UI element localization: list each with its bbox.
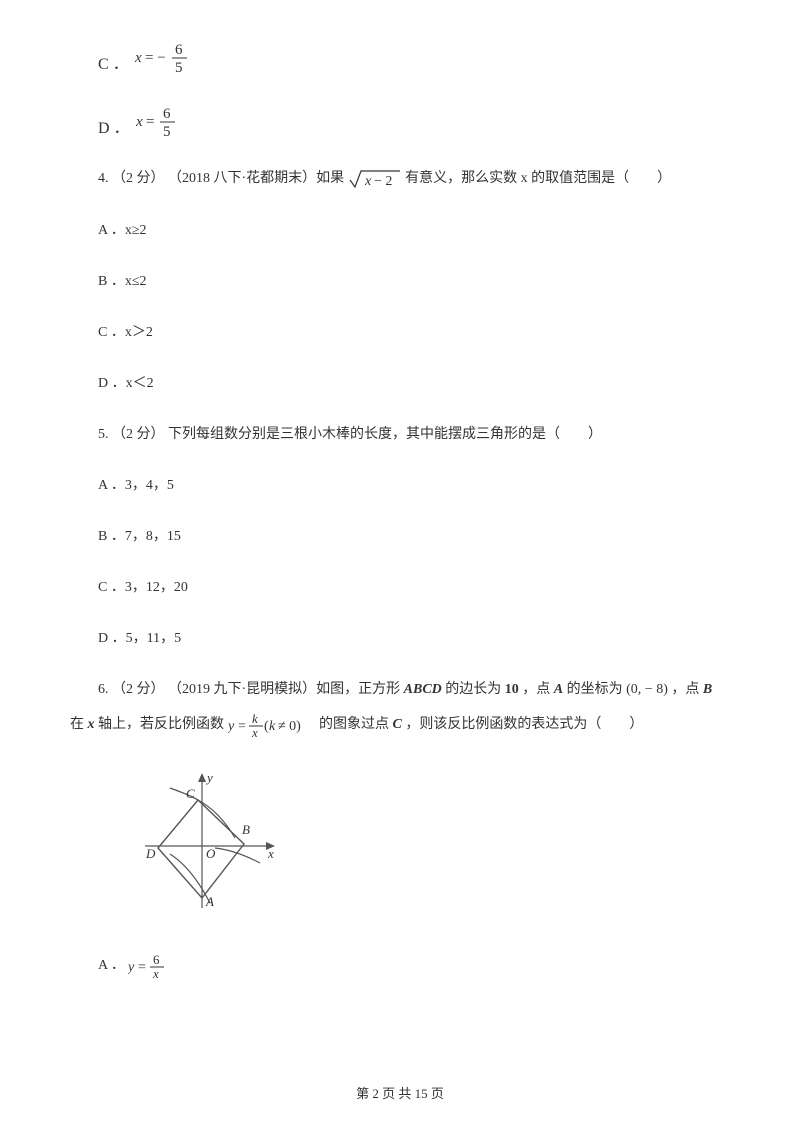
y-eq-6-over-x: y = 6 x bbox=[128, 953, 168, 979]
page-footer: 第 2 页 共 15 页 bbox=[0, 1083, 800, 1102]
axis-x-label: x bbox=[267, 846, 274, 861]
svg-text:5: 5 bbox=[175, 60, 183, 74]
svg-text:x: x bbox=[251, 725, 258, 738]
fraction-neg-6-5: x = − 6 5 bbox=[135, 40, 191, 74]
q6-l1d: 的坐标为 bbox=[563, 682, 626, 697]
q6-l2a: 在 bbox=[70, 717, 88, 732]
q5-stem: 5. （2 分） 下列每组数分别是三根小木棒的长度，其中能摆成三角形的是（ ） bbox=[70, 424, 730, 445]
svg-text:=: = bbox=[238, 719, 246, 734]
svg-text:k: k bbox=[252, 712, 258, 726]
q6-l1c: ，点 bbox=[519, 682, 554, 697]
q6-l1b: 的边长为 bbox=[442, 682, 505, 697]
svg-text:= −: = − bbox=[145, 50, 166, 66]
q6-l2c: 的图象过点 bbox=[319, 717, 393, 732]
svg-text:≠ 0): ≠ 0) bbox=[278, 719, 301, 734]
q4-prefix: 4. （2 分） （2018 八下·花都期末）如果 bbox=[98, 171, 348, 186]
svg-text:y: y bbox=[128, 960, 135, 975]
vertex-b-label: B bbox=[242, 822, 250, 837]
q5-d: D ．5，11，5 bbox=[70, 628, 730, 649]
svg-text:x: x bbox=[135, 50, 142, 66]
vertex-d-label: D bbox=[145, 846, 156, 861]
q4-b: B ．x≤2 bbox=[70, 271, 730, 292]
svg-text:6: 6 bbox=[175, 42, 183, 58]
q6-ten: 10 bbox=[505, 682, 519, 697]
q5-a: A ．3，4，5 bbox=[70, 475, 730, 496]
vertex-a-label: A bbox=[205, 894, 214, 909]
q6-l2d: ，则该反比例函数的表达式为（ ） bbox=[402, 717, 644, 732]
diamond-diagram: y x C B D O A bbox=[140, 768, 280, 918]
svg-text:k: k bbox=[269, 719, 276, 734]
q4-a: A ．x≥2 bbox=[70, 220, 730, 241]
q6-A: A bbox=[554, 682, 563, 697]
q4-c: C ．x＞2 bbox=[70, 322, 730, 343]
q6-C: C bbox=[393, 717, 402, 732]
svg-text:x: x bbox=[152, 966, 159, 979]
q6-figure: y x C B D O A bbox=[140, 768, 730, 923]
q6-B: B bbox=[703, 682, 712, 697]
q6-abcd: ABCD bbox=[404, 682, 442, 697]
q5-b: B ．7，8，15 bbox=[70, 526, 730, 547]
q4-stem: 4. （2 分） （2018 八下·花都期末）如果 x − 2 有意义，那么实数… bbox=[70, 168, 730, 190]
svg-text:y: y bbox=[228, 719, 235, 734]
svg-text:6: 6 bbox=[163, 106, 171, 122]
q6-l1e: ，点 bbox=[668, 682, 703, 697]
q6-l1a: 6. （2 分） （2019 九下·昆明模拟）如图，正方形 bbox=[98, 682, 404, 697]
svg-text:5: 5 bbox=[163, 124, 171, 138]
svg-text:=: = bbox=[138, 960, 146, 975]
svg-text:x: x bbox=[364, 174, 372, 189]
q6-l2b: 轴上，若反比例函数 bbox=[95, 717, 228, 732]
vertex-c-label: C bbox=[186, 786, 195, 801]
q6-line2: 在 x 轴上，若反比例函数 y = k x ( k ≠ 0) 的图象过点 C ，… bbox=[70, 712, 730, 738]
option-label-d: D ． bbox=[98, 114, 130, 138]
prev-option-c: C ． x = − 6 5 bbox=[70, 40, 730, 74]
fraction-6-5: x = 6 5 bbox=[136, 104, 180, 138]
svg-text:− 2: − 2 bbox=[374, 174, 392, 189]
page: C ． x = − 6 5 D ． x = 6 5 4. （2 分） （2018… bbox=[0, 0, 800, 1132]
q6-a: A ． y = 6 x bbox=[70, 953, 730, 979]
svg-text:x: x bbox=[136, 114, 143, 130]
sqrt-x-minus-2: x − 2 bbox=[348, 168, 402, 190]
option-label-c: C ． bbox=[98, 50, 129, 74]
q5-c: C ．3，12，20 bbox=[70, 577, 730, 598]
q6-line1: 6. （2 分） （2019 九下·昆明模拟）如图，正方形 ABCD 的边长为 … bbox=[70, 679, 730, 700]
q6-coord: (0, − 8) bbox=[626, 682, 668, 697]
q4-d: D ．x＜2 bbox=[70, 373, 730, 394]
origin-label: O bbox=[206, 846, 216, 861]
axis-y-label: y bbox=[205, 770, 213, 785]
q6-a-label: A ． bbox=[98, 958, 125, 973]
prev-option-d: D ． x = 6 5 bbox=[70, 104, 730, 138]
svg-text:6: 6 bbox=[153, 953, 160, 967]
y-eq-k-over-x: y = k x ( k ≠ 0) bbox=[228, 712, 316, 738]
svg-text:=: = bbox=[146, 114, 154, 130]
q4-suffix: 有意义，那么实数 x 的取值范围是（ ） bbox=[405, 171, 671, 186]
q6-x: x bbox=[88, 717, 95, 732]
